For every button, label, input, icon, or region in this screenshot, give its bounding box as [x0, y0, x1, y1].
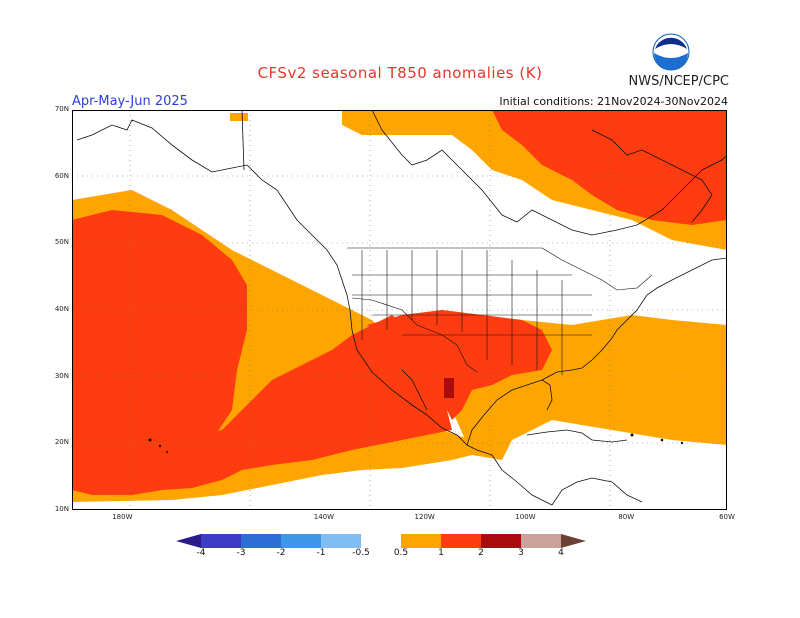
colorbar-tick-label: 1 [438, 548, 444, 558]
organization-label: NWS/NCEP/CPC [628, 74, 729, 89]
anomaly-red-regions [72, 110, 727, 495]
logo-text: NOAA [659, 48, 683, 57]
colorbar-tick-label: 3 [518, 548, 524, 558]
season-label: Apr-May-Jun 2025 [72, 94, 188, 109]
anomaly-darkred-patch [444, 378, 454, 398]
colorbar-segment [176, 534, 201, 548]
longitude-tick-label: 120W [414, 513, 435, 521]
colorbar-tick-label: 0.5 [393, 548, 409, 558]
latitude-tick-label: 40N [54, 305, 69, 313]
coastlines [76, 110, 727, 506]
longitude-tick-label: 60W [719, 513, 735, 521]
longitude-tick-label: 100W [515, 513, 536, 521]
anomaly-map [72, 110, 727, 510]
colorbar-segment [361, 534, 401, 548]
latitude-tick-label: 50N [54, 238, 69, 247]
colorbar-tick-label: -4 [196, 548, 206, 558]
islands [148, 433, 684, 453]
colorbar-tick-label: -1 [316, 548, 326, 558]
colorbar-tick-label: -3 [236, 548, 246, 558]
colorbar-segment [201, 534, 241, 548]
colorbar-segment [241, 534, 281, 548]
chart-title: CFSv2 seasonal T850 anomalies (K) [257, 64, 543, 82]
colorbar-segment [441, 534, 481, 548]
longitude-tick-label: 80W [618, 513, 635, 521]
latitude-tick-label: 10N [54, 505, 69, 513]
colorbar-segment [401, 534, 441, 548]
colorbar-tick-label: -2 [276, 548, 286, 558]
graticule [72, 110, 727, 510]
longitude-tick-label: 140W [313, 513, 335, 521]
latitude-tick-label: 60N [54, 171, 69, 180]
colorbar-tick-label: 2 [478, 548, 484, 558]
latitude-tick-label: 30N [54, 371, 69, 380]
longitude-tick-label: 180W [112, 513, 133, 521]
latitude-tick-label: 20N [54, 438, 69, 447]
colorbar-segment [481, 534, 521, 548]
colorbar-segment [521, 534, 561, 548]
initial-conditions-label: Initial conditions: 21Nov2024-30Nov2024 [499, 95, 728, 108]
colorbar-tick-label: -0.5 [352, 548, 370, 558]
political-borders [347, 247, 653, 375]
colorbar-segment [561, 534, 586, 548]
noaa-logo-icon: NOAA [652, 33, 690, 71]
colorbar-segment [321, 534, 361, 548]
colorbar-segment [281, 534, 321, 548]
colorbar-tick-label: 4 [558, 548, 564, 558]
latitude-tick-label: 70N [54, 105, 69, 113]
colorbar [176, 534, 586, 548]
